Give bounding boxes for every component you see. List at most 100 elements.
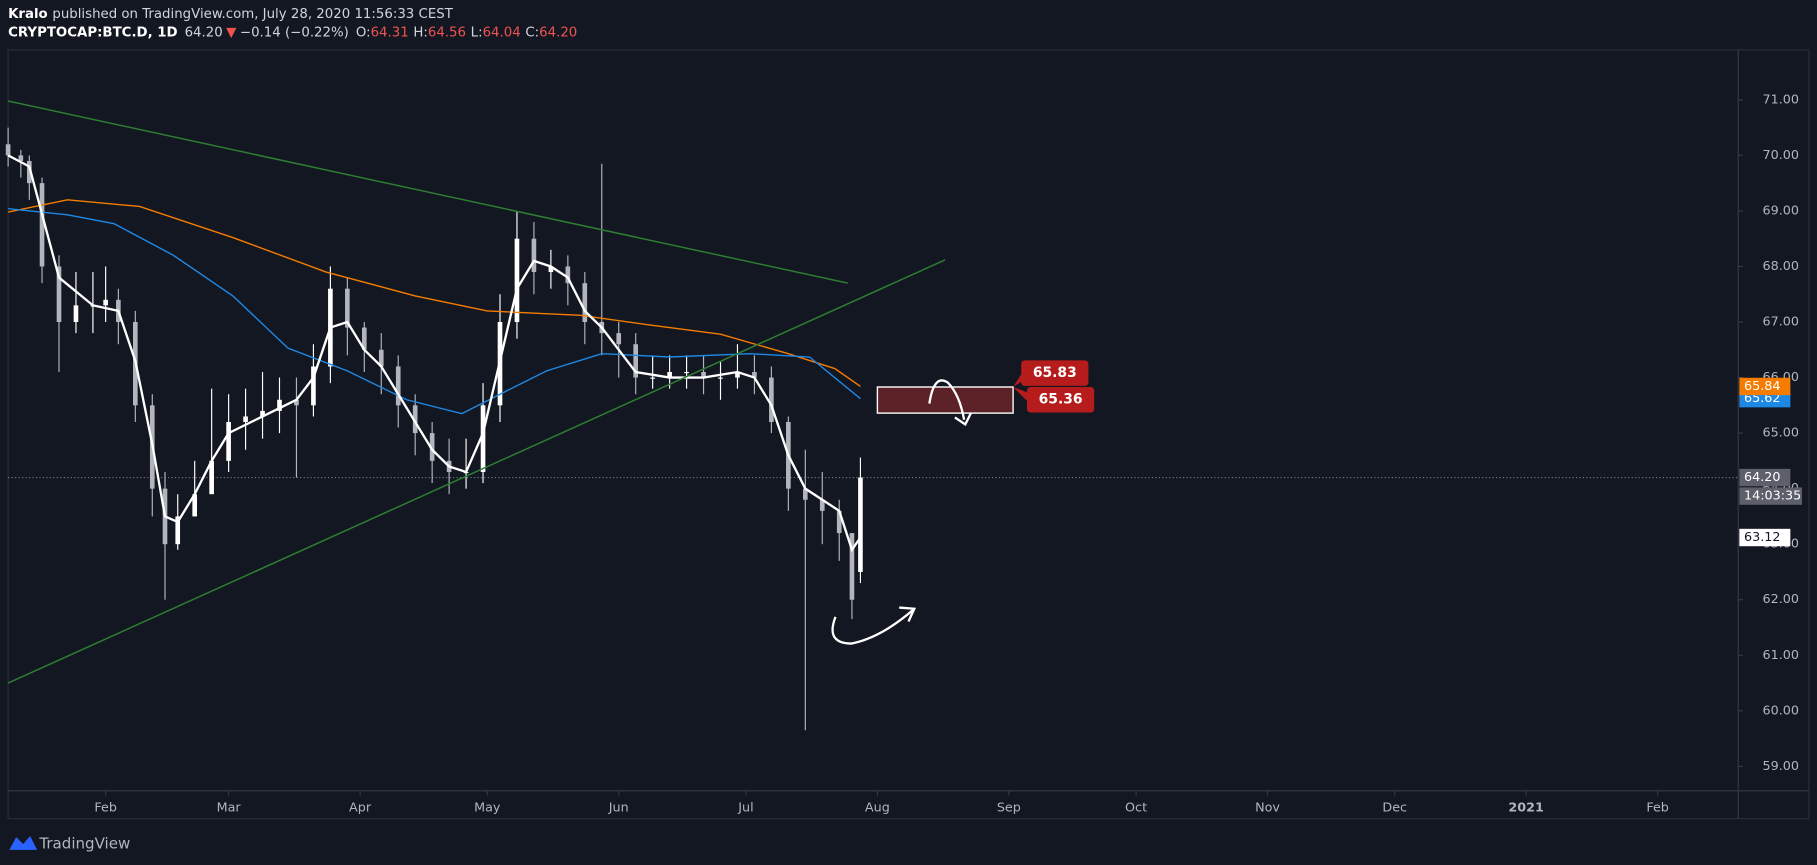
ohlc-value: 64.31 [371,25,409,40]
brand[interactable]: TradingView [38,835,130,853]
callout-label: 65.83 [1033,365,1077,381]
candle-body [582,283,588,323]
symbol-line: CRYPTOCAP:BTC.D, 1D 64.20 ▼ −0.14 (−0.22%) O… [8,25,577,40]
author: Kralo [8,7,48,22]
ohlc-value: 64.56 [428,25,466,40]
x-tick-label: Dec [1382,801,1407,816]
published: published on TradingView.com, July 28, 2… [52,7,453,22]
ohlc-key: L: [471,25,483,40]
candle-body [243,416,248,422]
candle-body [260,410,265,417]
candle-body [345,288,350,328]
candle-body [616,333,622,345]
x-tick-label: May [474,801,501,816]
y-tick-label: 61.00 [1763,648,1800,663]
x-tick-label: Apr [349,801,372,816]
x-tick-label: Feb [1646,801,1669,816]
x-tick-label: Oct [1125,801,1147,816]
y-tick-label: 59.00 [1763,759,1800,774]
candle-body [650,377,655,379]
x-tick-label: Feb [94,801,117,816]
candle-body [26,160,32,184]
x-tick-label: Aug [865,801,890,816]
line [7,154,862,553]
ohlc-value: 64.04 [483,25,521,40]
y-tick-label: 67.00 [1763,315,1800,330]
arrow-head [954,412,973,427]
last-price-label: 64.20 [1744,470,1781,485]
x-tick-label: Jun [608,801,629,816]
price-tag-label: 65.84 [1744,379,1781,394]
brand-logo [9,836,38,850]
header-line: Kralo published on TradingView.com, July … [8,7,454,22]
candle-body [531,238,537,273]
candle-body [858,477,863,572]
y-tick-label: 70.00 [1763,148,1800,163]
ohlc-value: 64.20 [539,25,577,40]
candle-body [684,372,689,374]
candle-body [103,299,108,306]
candle-body [175,516,181,545]
candle-body [667,372,672,378]
candle-body [39,183,45,267]
plot: 59.0060.0061.0062.0063.0064.0065.0066.00… [5,92,1802,816]
x-tick-label: Mar [217,801,242,816]
y-tick-label: 68.00 [1763,259,1800,274]
x-tick-label: Jul [737,801,753,816]
symbol: CRYPTOCAP:BTC.D, 1D [8,25,178,40]
candle-body [73,305,79,323]
candle-body [718,377,723,379]
y-tick-label: 60.00 [1763,703,1800,718]
candle-body [836,510,842,534]
candle-body [514,238,520,323]
y-tick-label: 65.00 [1763,426,1800,441]
pane-border [7,49,1810,820]
countdown-tag [1739,487,1802,505]
candle-body [277,399,282,411]
candle-body [701,372,706,378]
candle-body [311,366,316,406]
candle-body [735,372,740,378]
ohlc-key: C: [525,25,539,40]
candle-body [56,266,62,323]
price-tag [1739,528,1791,547]
y-tick-label: 69.00 [1763,203,1800,218]
countdown: 14:03:35 [1744,489,1801,504]
candle-body [819,499,825,511]
line [8,208,861,415]
candle-body [412,405,418,434]
candle-body [395,366,401,406]
candle-body [209,460,214,495]
y-tick-label: 62.00 [1763,592,1800,607]
candle-body [361,327,367,350]
candle-body [429,433,435,461]
candle-body [849,533,855,600]
change-arrow: ▼ [226,25,237,40]
callout [1021,360,1089,386]
candle-body [5,144,11,156]
callout [1026,386,1095,413]
line [7,259,946,684]
candle-body [18,155,24,161]
arrow-head [899,606,917,622]
candle-body [548,266,554,273]
ohlc-key: H: [413,25,428,40]
last-price-tag [1739,468,1791,487]
candle-body [565,266,571,284]
price-tag-label: 63.12 [1744,530,1781,545]
price-tag [1739,377,1791,396]
x-tick-label: Nov [1255,801,1280,816]
zone [876,386,1014,414]
x-tick-label: Sep [997,801,1021,816]
candle-body [192,494,198,517]
line [7,100,848,284]
candle-body [802,488,808,500]
arrow-up [831,609,914,645]
last: 64.20 [185,25,223,40]
x-tick-label: 2021 [1508,801,1543,816]
line [7,199,861,388]
candle-body [769,377,774,422]
